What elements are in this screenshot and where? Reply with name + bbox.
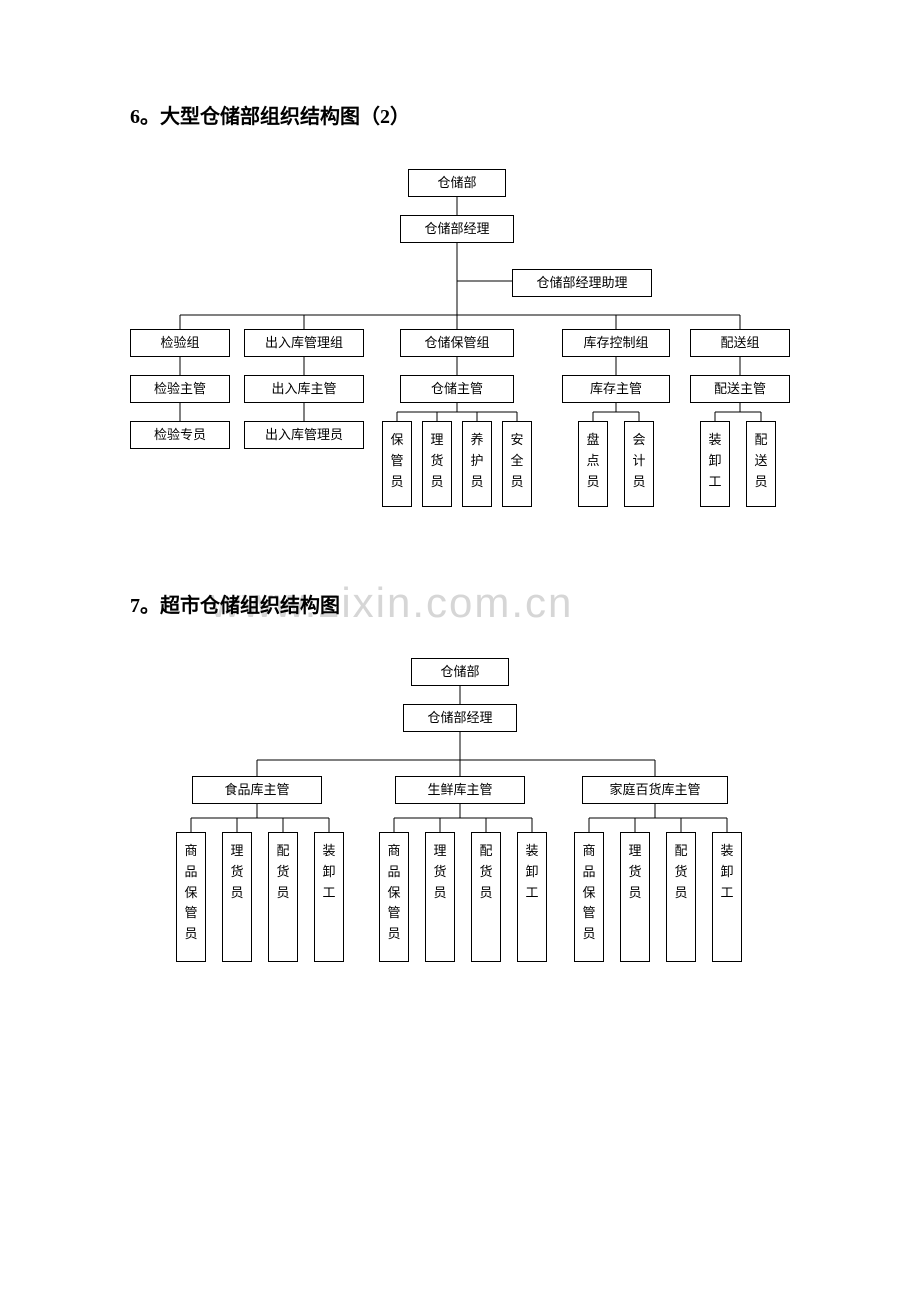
node-c21: 商品保管员 xyxy=(379,832,409,962)
node-c34: 装卸工 xyxy=(712,832,742,962)
node-d1: 食品库主管 xyxy=(192,776,322,804)
node-g5: 配送组 xyxy=(690,329,790,357)
node-n2: 仓储部经理助理 xyxy=(512,269,652,297)
node-v7: 装卸工 xyxy=(700,421,730,507)
node-m0: 仓储部 xyxy=(411,658,509,686)
node-c33: 配货员 xyxy=(666,832,696,962)
node-l1: 检验专员 xyxy=(130,421,230,449)
node-v8: 配送员 xyxy=(746,421,776,507)
node-g2: 出入库管理组 xyxy=(244,329,364,357)
node-s4: 库存主管 xyxy=(562,375,670,403)
node-g1: 检验组 xyxy=(130,329,230,357)
node-n0: 仓储部 xyxy=(408,169,506,197)
node-v1: 保管员 xyxy=(382,421,412,507)
node-s2: 出入库主管 xyxy=(244,375,364,403)
node-d3: 家庭百货库主管 xyxy=(582,776,728,804)
heading-1: 6。大型仓储部组织结构图（2） xyxy=(130,100,790,129)
node-c14: 装卸工 xyxy=(314,832,344,962)
node-c31: 商品保管员 xyxy=(574,832,604,962)
node-s5: 配送主管 xyxy=(690,375,790,403)
node-s1: 检验主管 xyxy=(130,375,230,403)
node-n1: 仓储部经理 xyxy=(400,215,514,243)
node-d2: 生鲜库主管 xyxy=(395,776,525,804)
node-g3: 仓储保管组 xyxy=(400,329,514,357)
node-g4: 库存控制组 xyxy=(562,329,670,357)
node-s3: 仓储主管 xyxy=(400,375,514,403)
node-v2: 理货员 xyxy=(422,421,452,507)
node-v4: 安全员 xyxy=(502,421,532,507)
node-v3: 养护员 xyxy=(462,421,492,507)
org-chart-1: 仓储部仓储部经理仓储部经理助理检验组出入库管理组 仓储保管组 库存控制组配送组检验主… xyxy=(130,169,790,529)
node-c11: 商品保管员 xyxy=(176,832,206,962)
org-chart-2: 仓储部仓储部经理食品库主管生鲜库主管家庭百货库主管商品保管员理货员配货员装卸工商… xyxy=(130,658,790,978)
node-v6: 会计员 xyxy=(624,421,654,507)
node-c13: 配货员 xyxy=(268,832,298,962)
node-c32: 理货员 xyxy=(620,832,650,962)
node-c24: 装卸工 xyxy=(517,832,547,962)
node-l2: 出入库管理员 xyxy=(244,421,364,449)
node-c23: 配货员 xyxy=(471,832,501,962)
node-v5: 盘点员 xyxy=(578,421,608,507)
heading-2: 7。超市仓储组织结构图 xyxy=(130,589,790,618)
node-c22: 理货员 xyxy=(425,832,455,962)
node-c12: 理货员 xyxy=(222,832,252,962)
node-m1: 仓储部经理 xyxy=(403,704,517,732)
